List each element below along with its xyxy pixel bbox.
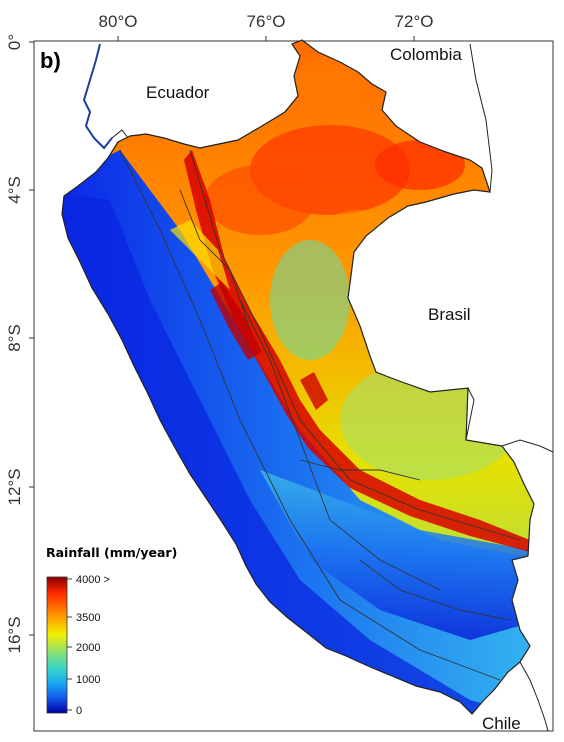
legend-colorbar [46, 576, 68, 714]
x-tick-marks [117, 36, 415, 41]
country-label-colombia: Colombia [390, 45, 462, 64]
x-tick-72: 72°O [395, 12, 434, 31]
legend-label-0: 0 [76, 705, 82, 717]
x-tick-80: 80°O [99, 12, 138, 31]
y-tick-16s: 16°S [5, 616, 24, 653]
legend-label-4000: 4000 > [76, 574, 110, 586]
y-tick-8s: 8°S [5, 324, 24, 352]
x-axis-ticks: 80°O 76°O 72°O [99, 12, 434, 31]
legend: Rainfall (mm/year) 4000 > 3500 2000 1000… [46, 545, 177, 717]
legend-label-2000: 2000 [76, 642, 100, 654]
y-tick-marks [29, 41, 34, 636]
legend-label-1000: 1000 [76, 674, 100, 686]
country-label-ecuador: Ecuador [146, 83, 210, 102]
panel-label: b) [40, 48, 61, 73]
legend-title: Rainfall (mm/year) [46, 545, 177, 560]
y-tick-4s: 4°S [5, 176, 24, 204]
y-tick-0: 0° [5, 34, 24, 50]
x-tick-76: 76°O [247, 12, 286, 31]
country-label-brasil: Brasil [428, 305, 471, 324]
legend-ticks [67, 578, 72, 711]
chile-border [519, 661, 549, 732]
y-axis-ticks: 0° 4°S 8°S 12°S 16°S [5, 34, 24, 654]
legend-label-3500: 3500 [76, 612, 100, 624]
colombia-brasil-border [469, 43, 493, 193]
country-label-chile: Chile [482, 714, 521, 733]
region-borders [119, 149, 521, 681]
y-tick-12s: 12°S [5, 468, 24, 505]
